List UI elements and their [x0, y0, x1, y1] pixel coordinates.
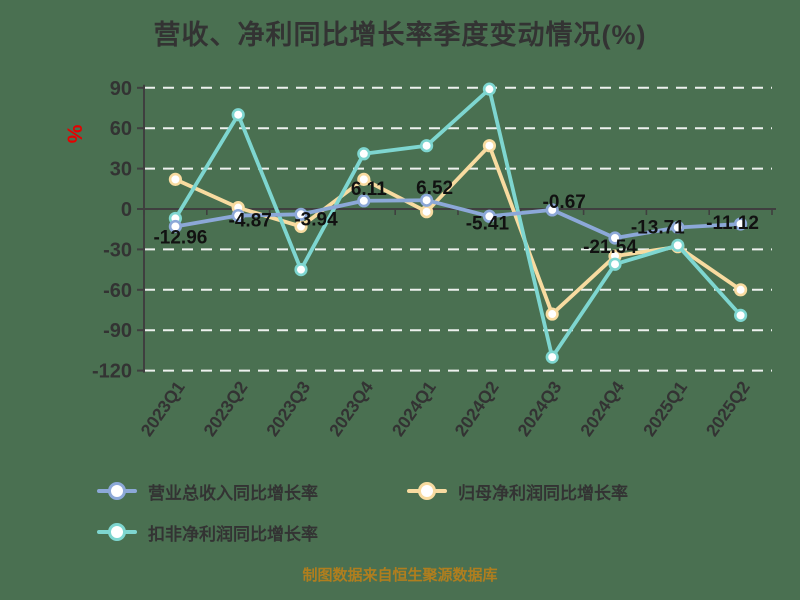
net-profit-yoy-point-2023Q4 — [357, 172, 371, 186]
legend-label: 归母净利润同比增长率 — [458, 483, 628, 503]
non-gaap-net-profit-yoy-point-2024Q1 — [420, 139, 434, 153]
y-tick-label: 60 — [110, 118, 132, 140]
x-tick-label: 2024Q2 — [451, 377, 503, 440]
revenue-yoy-point-2024Q1 — [420, 193, 434, 207]
net-profit-yoy-line — [173, 143, 743, 316]
chart-title: 营收、净利同比增长率季度变动情况(%) — [153, 20, 647, 50]
y-tick-label: 90 — [110, 78, 132, 100]
legend-marker-net-profit-yoy — [407, 480, 447, 502]
revenue-yoy-value-label: -21.54 — [583, 237, 637, 258]
x-tick-label: 2025Q2 — [702, 377, 754, 440]
revenue-yoy-point-2025Q1 — [671, 220, 685, 235]
non-gaap-net-profit-yoy-point-2025Q1 — [671, 238, 685, 252]
revenue-yoy-value-label: -3.94 — [294, 209, 338, 230]
revenue-yoy-value-label: -13.71 — [631, 217, 685, 238]
legend-label: 营业总收入同比增长率 — [148, 483, 318, 503]
x-tick-label: 2024Q4 — [576, 377, 628, 440]
legend-label: 扣非净利润同比增长率 — [148, 524, 318, 544]
non-gaap-net-profit-yoy-point-2023Q4 — [357, 147, 371, 161]
revenue-yoy-point-2025Q2 — [733, 217, 748, 231]
revenue-yoy-point-2024Q3 — [545, 203, 559, 217]
x-tick-label: 2023Q2 — [199, 377, 251, 440]
net-profit-yoy-point-2024Q1 — [420, 205, 434, 219]
y-tick-label: 30 — [110, 159, 132, 181]
revenue-yoy-value-label: -4.87 — [229, 211, 272, 232]
revenue-yoy-value-label: -12.96 — [153, 227, 207, 248]
x-tick-label: 2024Q1 — [388, 377, 440, 440]
revenue-yoy-value-label: -5.41 — [466, 213, 510, 234]
y-tick-label: 0 — [121, 199, 132, 221]
revenue-yoy-value-label: -11.12 — [706, 213, 759, 234]
revenue-yoy-point-2023Q4 — [357, 194, 371, 208]
net-profit-yoy-point-2023Q1 — [168, 172, 182, 186]
revenue-yoy-value-label: 6.52 — [416, 178, 453, 199]
y-tick-label: -30 — [103, 239, 132, 261]
non-gaap-net-profit-yoy-point-2024Q4 — [608, 257, 622, 271]
x-tick-label: 2023Q1 — [137, 377, 189, 440]
net-profit-yoy-point-2024Q3 — [545, 307, 559, 321]
net-profit-yoy-point-2024Q2 — [482, 139, 497, 153]
y-tick-label: -60 — [103, 280, 132, 302]
revenue-yoy-point-2023Q1 — [168, 219, 182, 234]
legend-item-revenue-yoy[interactable]: 营业总收入同比增长率 — [97, 477, 318, 505]
legend-item-net-profit-yoy[interactable]: 归母净利润同比增长率 — [407, 477, 628, 505]
non-gaap-net-profit-yoy-point-2023Q3 — [294, 263, 308, 277]
data-source-note: 制图数据来自恒生聚源数据库 — [302, 567, 498, 584]
revenue-yoy-value-label: 6.11 — [351, 179, 387, 200]
non-gaap-net-profit-yoy-point-2024Q3 — [545, 350, 559, 364]
legend-marker-revenue-yoy — [97, 480, 137, 502]
x-tick-label: 2023Q3 — [262, 377, 314, 440]
legend-marker-non-gaap-net-profit-yoy — [97, 521, 137, 543]
y-tick-label: -90 — [103, 320, 132, 342]
revenue-yoy-line — [173, 198, 743, 240]
revenue-yoy-point-2023Q3 — [294, 207, 308, 221]
revenue-yoy-value-label: -0.67 — [543, 192, 586, 213]
y-tick-label: -120 — [92, 361, 132, 383]
non-gaap-net-profit-yoy-line — [173, 87, 743, 360]
x-tick-label: 2024Q3 — [513, 377, 565, 440]
net-profit-yoy-point-2025Q2 — [733, 283, 748, 297]
x-tick-label: 2023Q4 — [325, 377, 377, 440]
x-tick-label: 2025Q1 — [639, 377, 691, 440]
non-gaap-net-profit-yoy-point-2023Q2 — [231, 108, 245, 122]
revenue-yoy-point-2024Q4 — [608, 231, 622, 245]
net-profit-yoy-point-2023Q3 — [294, 219, 308, 234]
revenue-yoy-point-2023Q2 — [231, 208, 245, 223]
revenue-yoy-point-2024Q2 — [482, 209, 497, 223]
non-gaap-net-profit-yoy-point-2025Q2 — [733, 308, 748, 322]
non-gaap-net-profit-yoy-point-2024Q2 — [482, 82, 497, 96]
legend-item-non-gaap-net-profit-yoy[interactable]: 扣非净利润同比增长率 — [97, 518, 318, 546]
